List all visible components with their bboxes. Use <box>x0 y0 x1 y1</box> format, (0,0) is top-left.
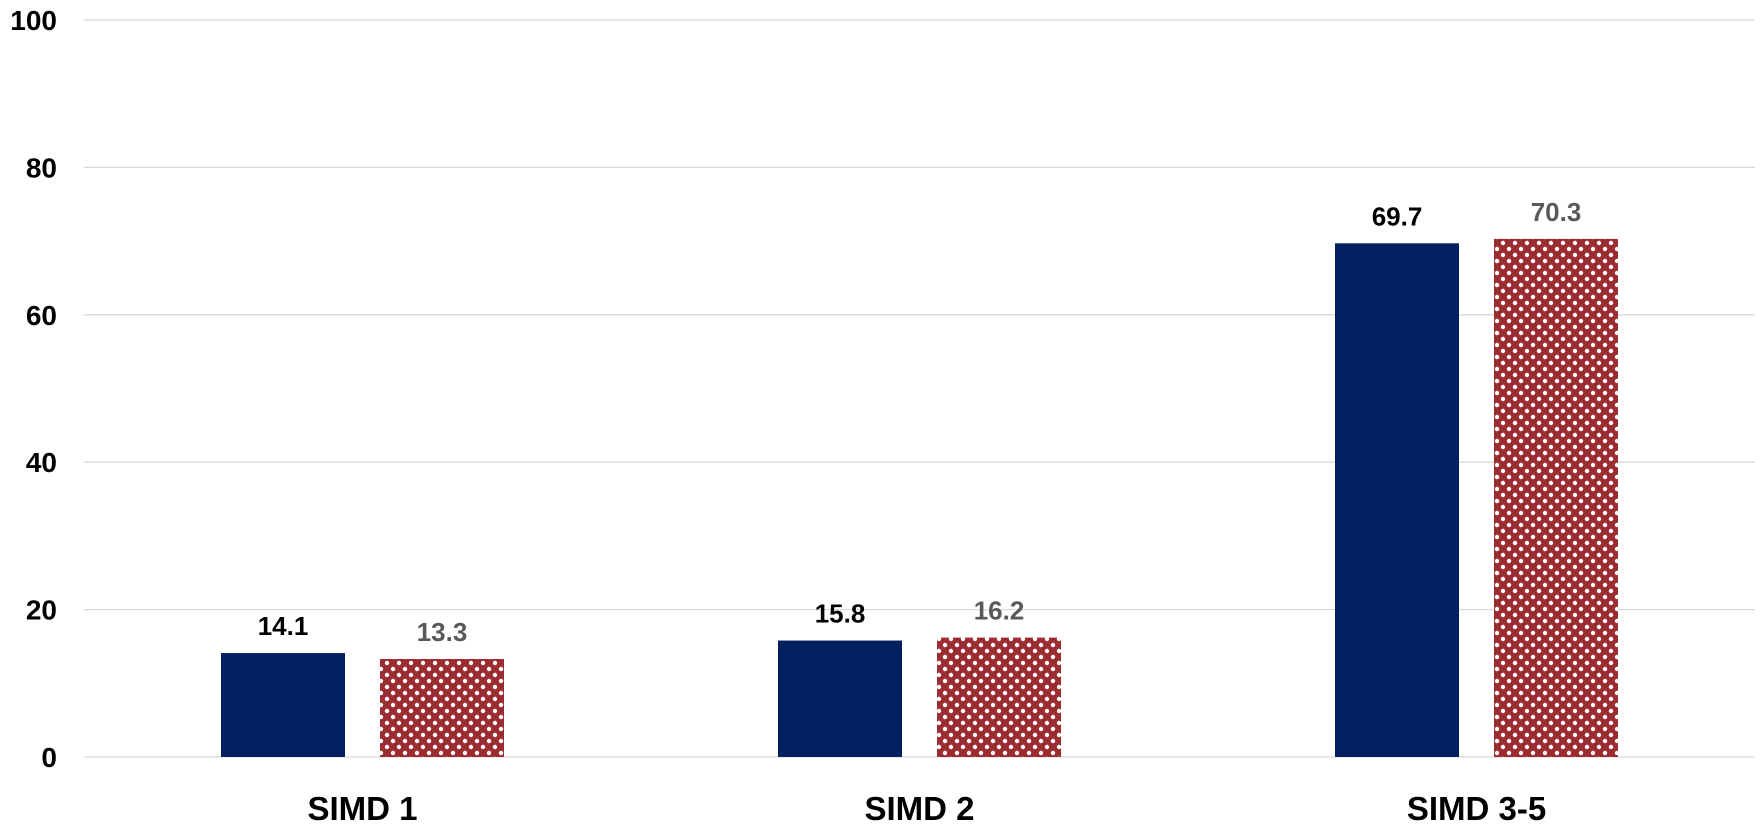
data-label: 15.8 <box>815 599 866 629</box>
bars <box>221 238 1618 757</box>
bar-series-2-simd-3-5 <box>1494 238 1618 757</box>
x-category-label: SIMD 1 <box>307 790 417 826</box>
data-label: 69.7 <box>1372 201 1423 231</box>
x-category-label: SIMD 3-5 <box>1407 790 1546 826</box>
bar-series-1-simd-2 <box>778 640 902 757</box>
y-tick-label: 60 <box>26 300 57 331</box>
data-label: 16.2 <box>974 596 1025 626</box>
bar-series-1-simd-1 <box>221 653 345 757</box>
data-labels: 14.1 13.3 15.8 16.2 69.7 70.3 <box>258 197 1582 647</box>
data-label: 14.1 <box>258 611 309 641</box>
bar-series-2-simd-2 <box>937 637 1061 757</box>
y-tick-label: 40 <box>26 447 57 478</box>
x-category-label: SIMD 2 <box>864 790 974 826</box>
data-label: 70.3 <box>1531 197 1582 227</box>
data-label: 13.3 <box>417 617 468 647</box>
y-tick-label: 100 <box>10 5 57 36</box>
y-axis-ticks: 0 20 40 60 80 100 <box>10 5 57 773</box>
bar-series-2-simd-1 <box>380 658 504 757</box>
bar-series-1-simd-3-5 <box>1335 243 1459 757</box>
y-tick-label: 80 <box>26 152 57 183</box>
gridlines <box>84 19 1755 758</box>
y-tick-label: 0 <box>41 742 57 773</box>
y-tick-label: 20 <box>26 595 57 626</box>
x-axis-categories: SIMD 1 SIMD 2 SIMD 3-5 <box>307 790 1546 826</box>
